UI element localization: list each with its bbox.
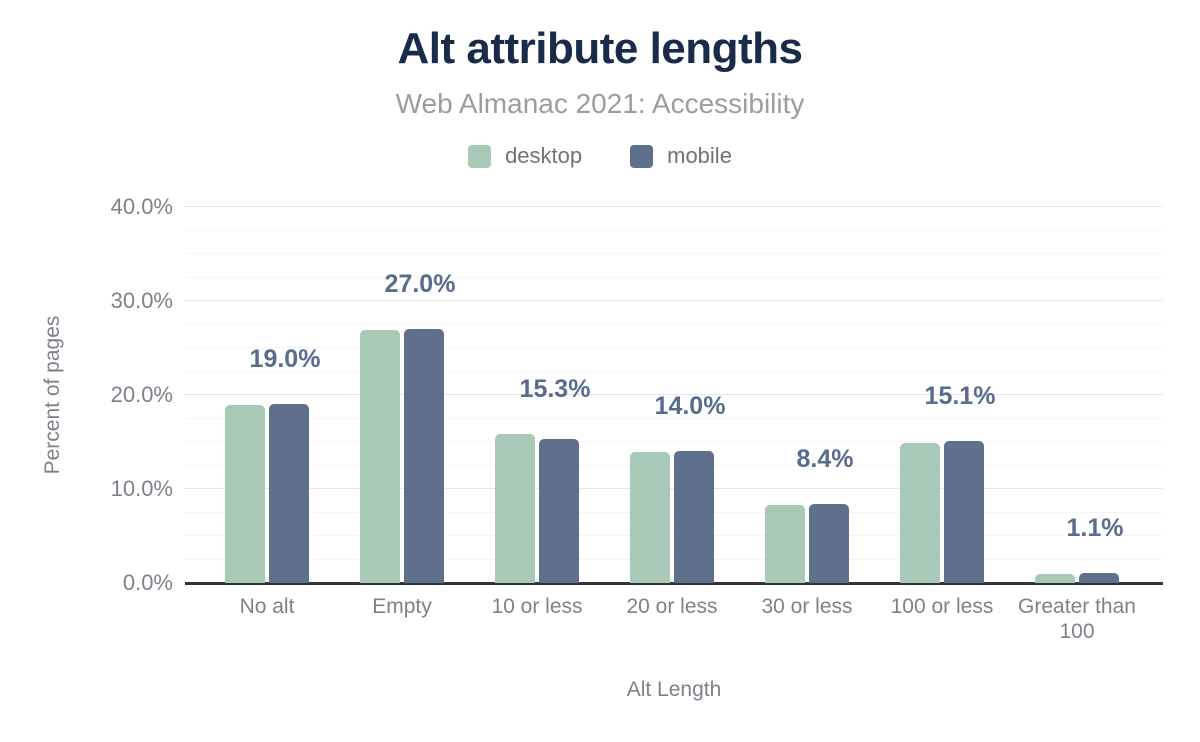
bar-desktop-20-or-less xyxy=(630,452,670,583)
bar-desktop-10-or-less xyxy=(495,433,535,583)
bar-value-label-100-or-less: 15.1% xyxy=(924,382,996,411)
minor-gridline-15 xyxy=(185,441,1163,442)
chart-title: Alt attribute lengths xyxy=(397,24,803,73)
y-tick-label-30.0: 30.0% xyxy=(110,288,173,313)
minor-gridline-17.5 xyxy=(185,417,1163,419)
x-tick-label-10-or-less: 10 or less xyxy=(491,595,583,618)
plot-area: 19.0% 27.0% 15.3% 14.0% 8.4% 15.1% 1.1% xyxy=(185,206,1163,585)
bar-desktop-30-or-less xyxy=(765,504,805,583)
legend-swatch-mobile xyxy=(630,144,654,168)
bar-value-label-empty: 27.0% xyxy=(384,270,456,299)
bar-value-label-10-or-less: 15.3% xyxy=(519,374,591,403)
legend-label-mobile: mobile xyxy=(667,143,732,168)
legend: desktop mobile xyxy=(0,143,1200,169)
y-tick-label-20.0: 20.0% xyxy=(110,382,173,407)
x-tick-label-greater-than-100: Greater than 100 xyxy=(1018,595,1136,643)
x-tick-label-100-or-less: 100 or less xyxy=(890,595,994,618)
bar-desktop-no-alt xyxy=(225,405,265,583)
bar-mobile-empty xyxy=(404,329,444,583)
x-tick-label-no-alt: No alt xyxy=(239,595,295,618)
major-gridline-30 xyxy=(185,300,1163,301)
x-tick-label-empty: Empty xyxy=(372,595,432,618)
y-tick-label-10.0: 10.0% xyxy=(110,476,173,501)
legend-item-mobile: mobile xyxy=(630,143,732,169)
bar-mobile-no-alt xyxy=(269,404,309,583)
bar-mobile-10-or-less xyxy=(539,439,579,583)
legend-item-desktop: desktop xyxy=(468,143,582,169)
y-tick-label-40.0: 40.0% xyxy=(110,194,173,219)
bar-value-label-greater-than-100: 1.1% xyxy=(1066,513,1124,542)
chart-subtitle: Web Almanac 2021: Accessibility xyxy=(395,88,805,119)
bar-value-label-no-alt: 19.0% xyxy=(249,345,321,374)
bar-value-label-20-or-less: 14.0% xyxy=(654,392,726,421)
major-gridline-20 xyxy=(185,394,1163,395)
x-axis-title: Alt Length xyxy=(626,678,722,701)
minor-gridline-37.5 xyxy=(185,229,1163,231)
minor-gridline-32.5 xyxy=(185,276,1163,278)
bar-desktop-100-or-less xyxy=(900,442,940,583)
minor-gridline-22.5 xyxy=(185,370,1163,372)
legend-label-desktop: desktop xyxy=(505,143,583,168)
minor-gridline-35 xyxy=(185,253,1163,254)
bar-desktop-empty xyxy=(360,330,400,583)
x-tick-label-20-or-less: 20 or less xyxy=(626,595,718,618)
bar-mobile-20-or-less xyxy=(674,451,714,583)
minor-gridline-27.5 xyxy=(185,323,1163,325)
x-axis-line xyxy=(185,582,1163,585)
bar-desktop-greater-than-100 xyxy=(1035,573,1075,583)
bar-value-label-30-or-less: 8.4% xyxy=(796,445,854,474)
major-gridline-40 xyxy=(185,206,1163,207)
minor-gridline-25 xyxy=(185,347,1163,348)
x-tick-label-30-or-less: 30 or less xyxy=(761,595,853,618)
bar-mobile-100-or-less xyxy=(944,441,984,583)
bar-mobile-greater-than-100 xyxy=(1079,572,1119,583)
legend-swatch-desktop xyxy=(468,144,492,168)
bar-mobile-30-or-less xyxy=(809,504,849,583)
y-tick-label-0.0: 0.0% xyxy=(122,570,173,595)
